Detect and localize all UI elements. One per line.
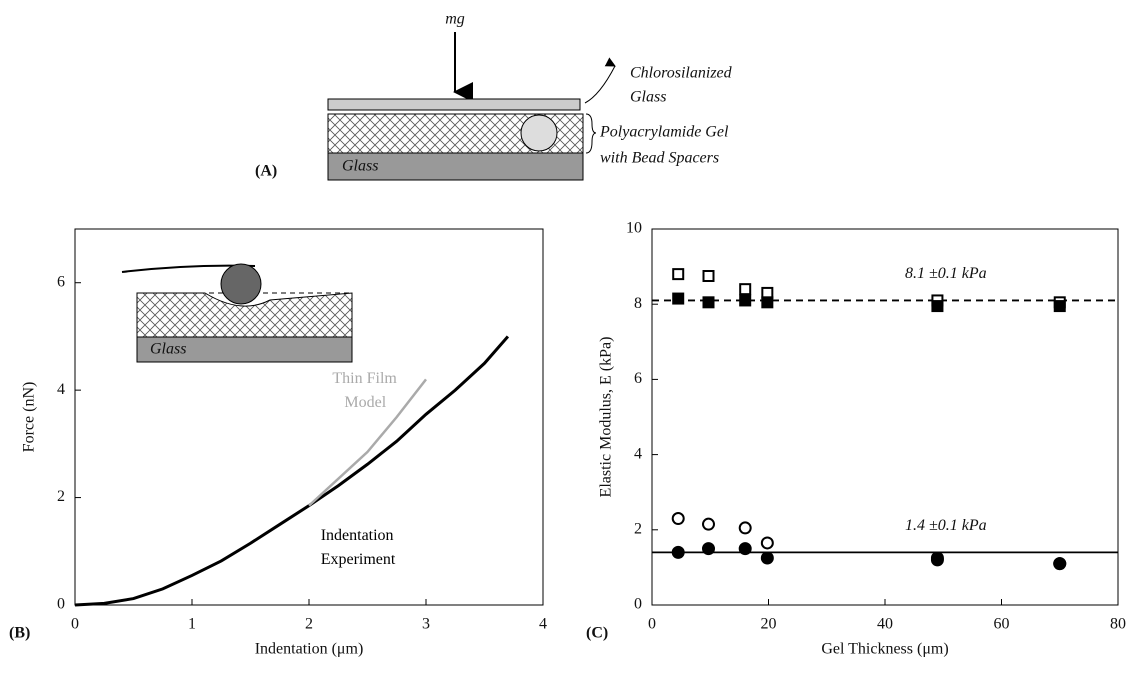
gel-label: Polyacrylamide Gel [599,124,729,141]
brace [585,113,597,154]
marker [760,536,774,550]
y-tick-label: 6 [634,370,642,387]
reference-label: 8.1 ±0.1 kPa [905,265,987,282]
x-tick-label: 60 [994,616,1010,633]
pointer-arrow [584,57,616,104]
top-glass [327,98,581,111]
annotation: Indentation [321,527,394,544]
x-tick-label: 80 [1110,616,1126,633]
y-tick-label: 4 [634,445,642,462]
marker [930,553,944,567]
y-tick-label: 2 [57,488,65,505]
diagram-a: mg Glass Chlorosilanized Glass Polyacryl… [255,11,733,181]
data-line [74,335,510,607]
marker [672,268,685,281]
marker [738,521,752,535]
panel-label: (A) [255,163,277,180]
gel-label: with Bead Spacers [600,150,719,167]
top-glass-label: Glass [630,89,666,106]
marker [761,296,774,309]
annotation: Thin Film [332,370,397,387]
x-tick-label: 20 [761,616,777,633]
inset-diagram: Glass [121,263,353,363]
y-tick-label: 10 [626,220,642,237]
marker [702,296,715,309]
data-line [308,378,427,507]
x-tick-label: 1 [188,616,196,633]
marker [671,545,685,559]
probe-bead [220,263,262,305]
marker [760,551,774,565]
panel-label: (B) [9,625,30,642]
y-tick-label: 8 [634,295,642,312]
marker [671,512,685,526]
marker [672,292,685,305]
inset-glass-label: Glass [150,341,186,358]
marker [702,270,715,282]
x-tick-label: 3 [422,616,430,633]
plot-frame [651,228,1119,606]
y-axis-label: Force (nN) [21,382,38,453]
top-glass-label: Chlorosilanized [630,65,733,82]
x-tick-label: 2 [305,616,313,633]
marker [1053,557,1067,571]
glass-label: Glass [342,158,378,175]
y-tick-label: 6 [57,273,65,290]
y-tick-label: 2 [634,520,642,537]
reference-label: 1.4 ±0.1 kPa [905,517,987,534]
marker [702,542,716,556]
y-tick-label: 0 [57,596,65,613]
x-axis-label: Gel Thickness (μm) [821,641,948,658]
y-axis-label: Elastic Modulus, E (kPa) [598,337,615,498]
x-tick-label: 4 [539,616,547,633]
annotation: Experiment [321,551,396,568]
force-label: mg [445,11,465,28]
x-axis-label: Indentation (μm) [255,641,364,658]
inset-gel [136,292,353,338]
x-tick-label: 0 [71,616,79,633]
x-tick-label: 0 [648,616,656,633]
panel-label: (C) [586,625,608,642]
x-tick-label: 40 [877,616,893,633]
bead [520,114,558,152]
y-tick-label: 0 [634,596,642,613]
marker [1053,300,1066,313]
annotation: Model [344,394,386,411]
plot-frame [74,228,544,606]
marker [739,283,752,296]
inset-glass [136,336,353,363]
bottom-glass [327,152,584,181]
marker [738,542,752,556]
y-tick-label: 4 [57,381,65,398]
marker [702,517,716,531]
marker [931,300,944,313]
marker [739,294,752,307]
